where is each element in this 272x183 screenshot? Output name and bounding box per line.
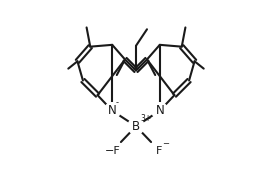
Text: −: − [163,139,169,148]
Text: 3+: 3+ [140,114,151,123]
Circle shape [104,103,120,119]
Circle shape [152,103,168,119]
Circle shape [105,143,121,159]
Circle shape [128,118,144,134]
Text: −F: −F [105,146,121,156]
Text: N: N [155,104,164,117]
Text: F: F [156,146,162,156]
Text: N: N [108,104,117,117]
Text: B: B [132,120,140,133]
Circle shape [151,143,167,159]
Text: -: - [116,98,119,107]
